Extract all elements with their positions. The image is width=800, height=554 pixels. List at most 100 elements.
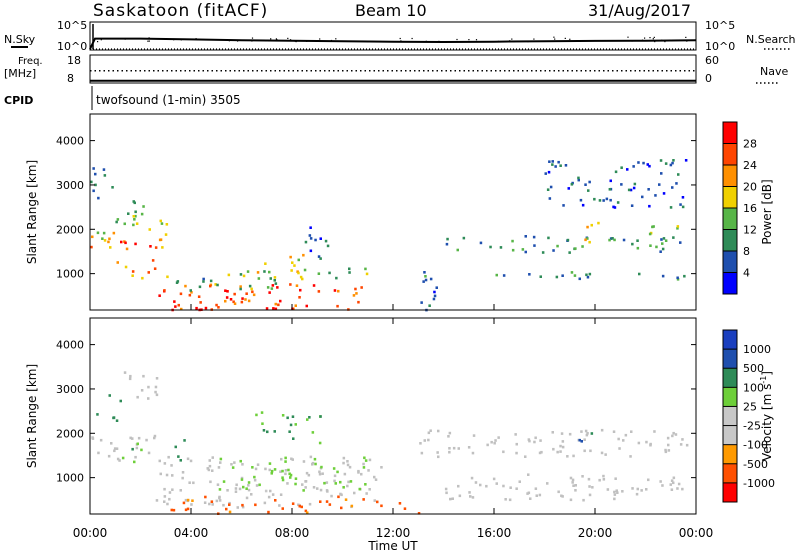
ground-scatter-cell <box>342 461 345 465</box>
power-cell <box>217 306 220 309</box>
power-cell <box>660 172 663 175</box>
power-cell <box>551 163 554 166</box>
nsky-noise-dot <box>294 40 296 42</box>
power-cell <box>428 304 431 307</box>
velocity-cell <box>274 499 277 502</box>
power-cell <box>676 278 680 281</box>
ground-scatter-cell <box>515 442 518 446</box>
ground-scatter-cell <box>452 446 456 450</box>
ground-scatter-cell <box>263 501 267 505</box>
power-cell <box>224 299 227 303</box>
power-cell <box>632 165 635 168</box>
power-cell <box>91 235 94 239</box>
velocity-cell <box>320 465 323 469</box>
ground-scatter-cell <box>490 440 493 444</box>
ground-scatter-cell <box>471 496 475 499</box>
power-cell <box>584 238 587 242</box>
power-cell <box>622 238 626 242</box>
power-cell <box>588 180 591 184</box>
power-cell <box>590 223 593 227</box>
power-cell <box>134 242 137 246</box>
nsky-noise-dot <box>399 37 401 40</box>
velocity-cell <box>268 462 272 465</box>
nsky-noise-dot <box>290 39 292 41</box>
power-cell <box>309 237 313 240</box>
power-cell <box>630 204 634 207</box>
power-cell <box>429 277 433 281</box>
nsky-noise-dot <box>400 40 402 42</box>
power-cell <box>495 273 498 277</box>
nsky-noise-dot <box>694 39 696 41</box>
ground-scatter-cell <box>247 488 251 492</box>
velocity-ytick-label: 3000 <box>56 383 84 396</box>
power-cell <box>202 277 205 281</box>
ground-scatter-cell <box>572 484 575 487</box>
ground-scatter-cell <box>524 455 527 458</box>
velocity-colorbar-segment <box>723 463 737 483</box>
ground-scatter-cell <box>621 490 624 493</box>
power-cell <box>294 304 297 307</box>
power-cell <box>124 241 127 245</box>
power-cell <box>227 273 231 277</box>
ground-scatter-cell <box>677 482 681 486</box>
power-cell <box>581 203 585 207</box>
power-cell <box>533 244 536 247</box>
ground-scatter-cell <box>569 498 573 502</box>
ground-scatter-cell <box>373 475 376 479</box>
ground-scatter-cell <box>318 472 322 476</box>
power-cell <box>337 289 340 293</box>
ground-scatter-cell <box>602 478 606 481</box>
ground-scatter-cell <box>233 461 236 464</box>
power-cell <box>266 286 270 289</box>
velocity-cell <box>294 423 297 426</box>
ground-scatter-cell <box>528 439 531 443</box>
ground-scatter-cell <box>647 478 650 482</box>
ground-scatter-cell <box>218 499 222 502</box>
power-cell <box>92 167 95 170</box>
ground-scatter-cell <box>353 491 356 495</box>
ground-scatter-cell <box>451 497 454 500</box>
ground-scatter-cell <box>586 432 589 435</box>
power-cell <box>578 277 581 281</box>
ground-scatter-cell <box>559 444 562 448</box>
ground-scatter-cell <box>552 447 555 451</box>
velocity-colorbar-segment <box>723 406 737 426</box>
velocity-cell <box>136 442 139 446</box>
nsky-noise-dot <box>411 37 413 40</box>
ground-scatter-cell <box>474 481 478 484</box>
power-cell <box>632 186 636 190</box>
power-cell <box>317 272 321 275</box>
ground-scatter-cell <box>622 439 625 442</box>
ground-scatter-cell <box>234 490 238 493</box>
velocity-cell <box>222 480 226 483</box>
power-cell <box>355 292 358 295</box>
ground-scatter-cell <box>449 497 452 501</box>
ground-scatter-cell <box>580 430 583 433</box>
ground-scatter-cell <box>518 480 521 483</box>
power-cell <box>424 275 427 278</box>
power-cell <box>299 275 303 279</box>
power-cell <box>298 296 301 299</box>
ground-scatter-cell <box>238 487 242 491</box>
power-cell <box>134 210 137 214</box>
power-cell <box>176 280 180 283</box>
power-cell <box>557 160 560 164</box>
power-cell <box>97 196 100 200</box>
ground-scatter-cell <box>163 462 167 465</box>
ground-scatter-cell <box>653 430 656 433</box>
velocity-cell <box>255 413 258 417</box>
ground-scatter-cell <box>311 461 315 465</box>
ground-scatter-cell <box>672 481 675 485</box>
power-cell <box>242 274 246 278</box>
ground-scatter-cell <box>606 488 610 491</box>
ground-scatter-cell <box>457 484 460 488</box>
power-cell <box>548 160 551 163</box>
ground-scatter-cell <box>617 437 620 441</box>
power-colorbar: 4 8 12 16 20 24 28 <box>722 121 757 295</box>
power-cell <box>683 274 686 278</box>
power-cell <box>585 273 588 277</box>
power-cell <box>141 276 144 280</box>
velocity-cell <box>284 456 287 460</box>
power-cell <box>239 273 243 276</box>
velocity-cell <box>241 503 244 507</box>
